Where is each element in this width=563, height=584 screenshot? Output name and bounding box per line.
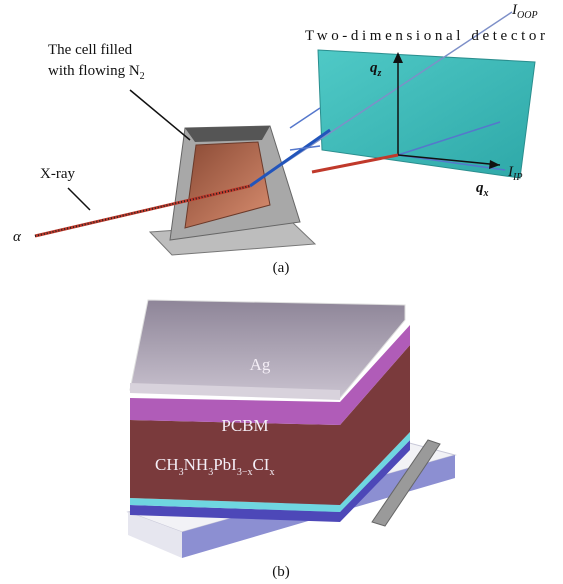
pointer xyxy=(130,90,190,140)
pointer xyxy=(68,188,90,210)
alpha: α xyxy=(13,229,22,245)
panel-a: Two-dimensional detector IOOP qz The cel… xyxy=(13,2,545,276)
caption: (b) xyxy=(272,564,290,580)
cell-label: with flowing N2 xyxy=(48,63,145,82)
scatter-beam xyxy=(290,108,320,128)
direct-beam xyxy=(312,155,398,172)
figure: Two-dimensional detector IOOP qz The cel… xyxy=(0,0,563,584)
detector-label: Two-dimensional detector xyxy=(305,28,545,44)
cell-top xyxy=(185,126,270,142)
xray-label: X-ray xyxy=(40,166,75,182)
cell-label: The cell filled xyxy=(48,42,133,58)
caption: (a) xyxy=(273,260,290,276)
ag-label: Ag xyxy=(250,355,271,374)
q-x: qx xyxy=(476,180,489,199)
panel-b: Ag PCBM CH3NH3PbI3−xCIx (b) xyxy=(128,300,455,580)
pcbm-label: PCBM xyxy=(221,416,268,435)
i-oop: IOOP xyxy=(511,2,538,21)
